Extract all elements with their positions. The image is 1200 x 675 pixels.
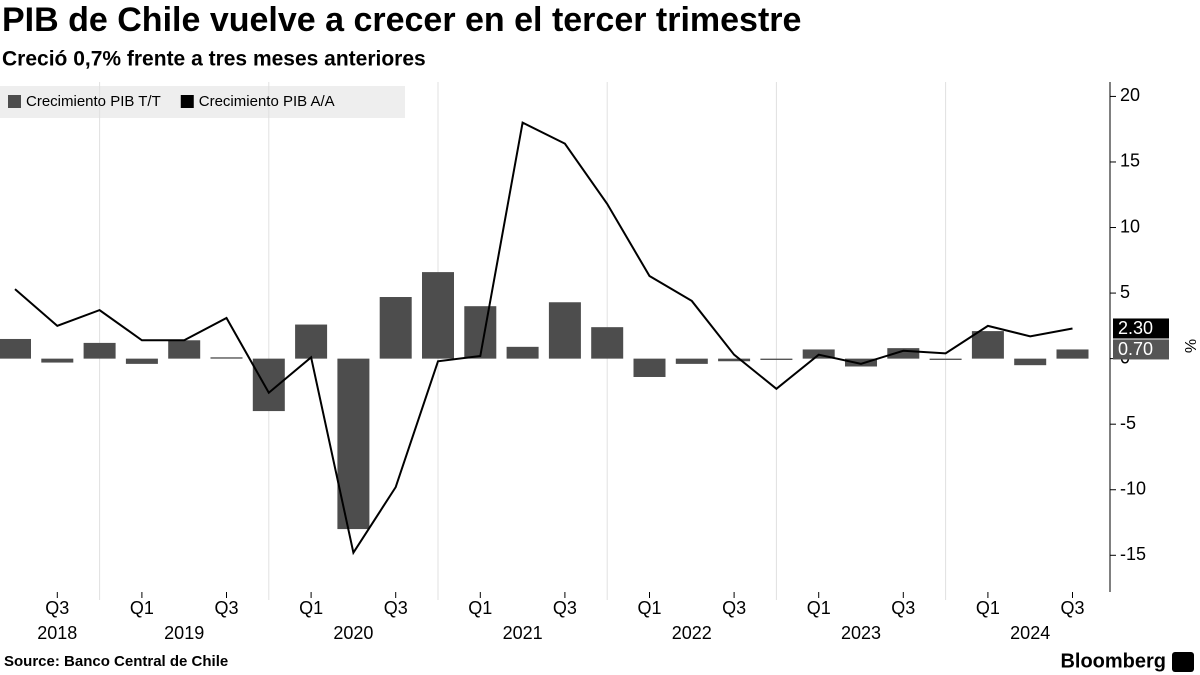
x-year-label: 2024 <box>1010 623 1050 643</box>
x-tick-label: Q3 <box>1060 598 1084 618</box>
bar <box>887 348 920 359</box>
source: Source: Banco Central de Chile <box>4 653 228 670</box>
y-tick-label: -10 <box>1120 478 1146 498</box>
legend-swatch <box>180 95 194 108</box>
brand: Bloomberg <box>1060 650 1166 672</box>
y-tick-label: -5 <box>1120 413 1136 433</box>
x-year-label: 2022 <box>672 623 712 643</box>
chart-title: PIB de Chile vuelve a crecer en el terce… <box>2 1 801 39</box>
y-axis-label: % <box>1181 339 1198 353</box>
y-tick-label: -15 <box>1120 544 1146 564</box>
bar <box>1014 358 1047 366</box>
bar <box>252 358 285 412</box>
bar <box>168 340 201 359</box>
x-tick-label: Q1 <box>976 598 1000 618</box>
bar <box>675 358 708 364</box>
value-label-box <box>1113 339 1169 360</box>
x-year-label: 2020 <box>333 623 373 643</box>
bar <box>591 327 624 359</box>
bar <box>633 358 666 377</box>
bar <box>422 272 454 359</box>
y-tick-label: 15 <box>1120 151 1140 171</box>
bar <box>506 346 539 359</box>
bar <box>929 358 962 360</box>
x-tick-label: Q1 <box>299 598 323 618</box>
x-tick-label: Q1 <box>130 598 154 618</box>
legend-label: Crecimiento PIB T/T <box>26 93 161 110</box>
x-tick-label: Q1 <box>637 598 661 618</box>
legend-box <box>0 86 405 118</box>
legend-swatch <box>8 95 21 108</box>
bar <box>379 297 412 359</box>
line <box>14 121 1073 556</box>
bar <box>41 358 74 363</box>
x-tick-label: Q3 <box>384 598 408 618</box>
chart-subtitle: Creció 0,7% frente a tres meses anterior… <box>2 48 426 71</box>
bar <box>548 302 581 359</box>
bar <box>971 331 1004 359</box>
x-tick-label: Q3 <box>214 598 238 618</box>
x-tick-label: Q3 <box>722 598 746 618</box>
bar <box>718 358 751 362</box>
x-year-label: 2018 <box>37 623 77 643</box>
bar <box>845 358 877 367</box>
x-year-label: 2023 <box>841 623 881 643</box>
y-tick-label: 10 <box>1120 216 1140 236</box>
bar <box>125 358 158 364</box>
bar <box>760 358 793 360</box>
x-tick-label: Q3 <box>891 598 915 618</box>
x-tick-label: Q3 <box>553 598 577 618</box>
value-label: 2.30 <box>1118 318 1153 338</box>
x-tick-label: Q3 <box>45 598 69 618</box>
y-tick-label: 20 <box>1120 85 1140 105</box>
x-tick-label: Q1 <box>807 598 831 618</box>
legend-label: Crecimiento PIB A/A <box>199 93 335 110</box>
bar <box>464 306 497 359</box>
value-label: 0.70 <box>1118 339 1153 359</box>
x-year-label: 2021 <box>503 623 543 643</box>
bar <box>295 324 328 359</box>
bar <box>210 357 243 359</box>
bar <box>83 342 116 359</box>
bar <box>1056 349 1089 359</box>
x-year-label: 2019 <box>164 623 204 643</box>
bar <box>0 338 31 359</box>
brand-icon <box>1172 652 1194 672</box>
value-label-box <box>1113 318 1169 339</box>
y-tick-label: 5 <box>1120 282 1130 302</box>
x-tick-label: Q1 <box>468 598 492 618</box>
